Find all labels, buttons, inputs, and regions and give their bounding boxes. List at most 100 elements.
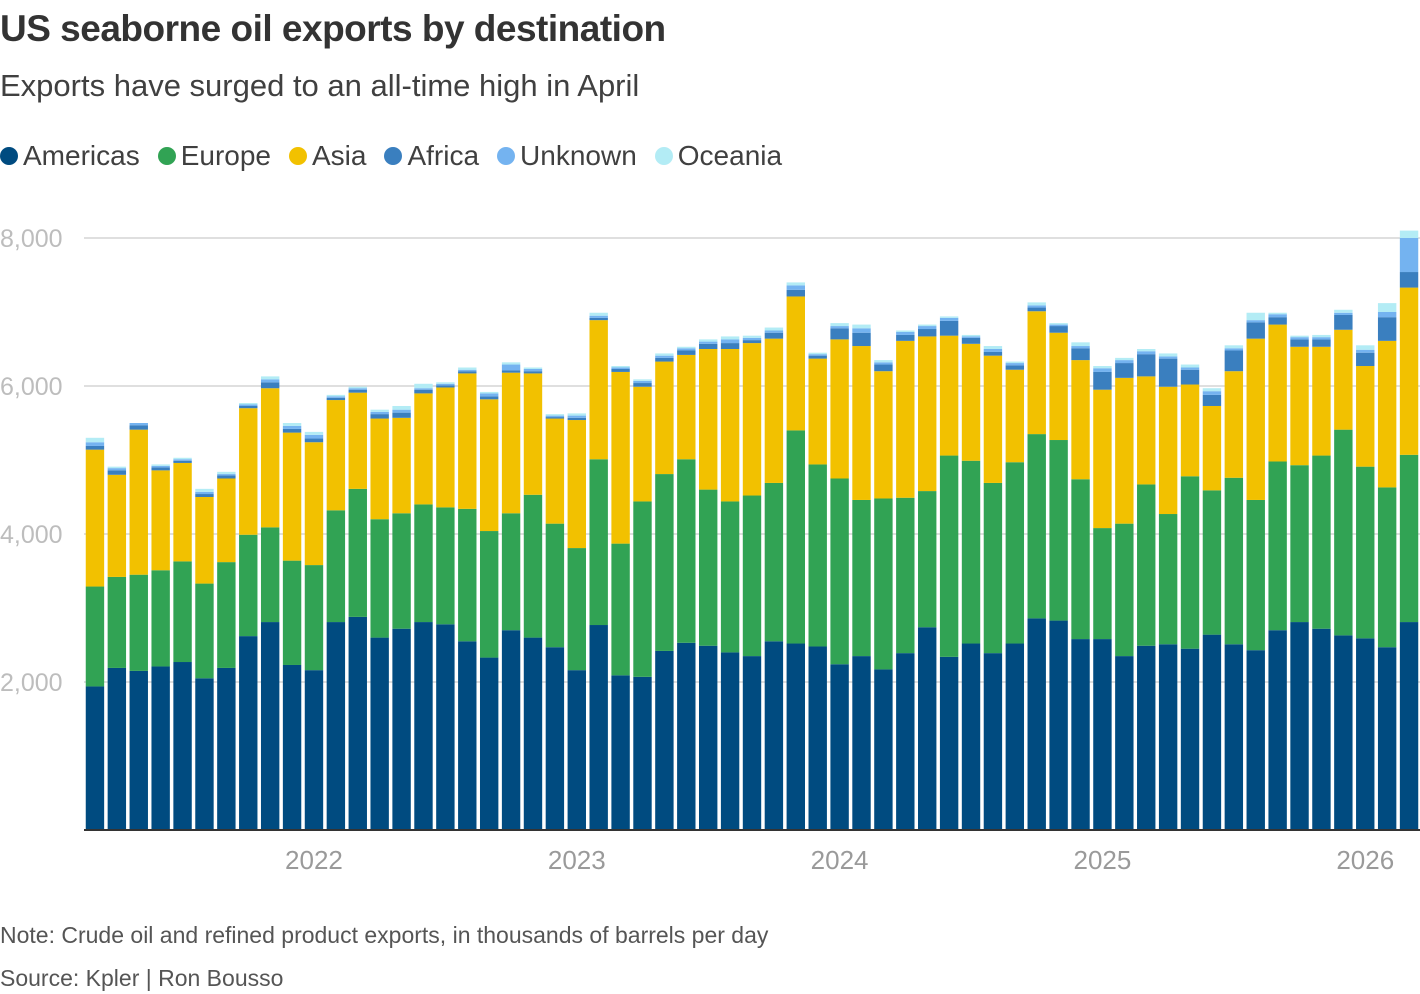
bar-segment-asia — [1246, 338, 1265, 500]
bar-segment-americas — [939, 656, 959, 830]
bar-segment-europe — [699, 489, 718, 646]
bar-segment-oceania — [348, 386, 367, 389]
legend: Americas Europe Asia Africa Unknown Oceania — [0, 140, 800, 172]
bar-segment-asia — [129, 429, 148, 575]
bar-segment-europe — [896, 497, 915, 654]
bar-segment-asia — [852, 346, 871, 500]
bar-segment-asia — [1180, 384, 1200, 477]
bar-segment-asia — [1224, 371, 1244, 478]
bar-segment-asia — [611, 371, 630, 544]
bar-segment-asia — [1093, 389, 1112, 529]
legend-item-asia: Asia — [289, 140, 366, 172]
legend-item-americas: Americas — [0, 140, 140, 172]
bar-segment-oceania — [1312, 334, 1331, 338]
legend-label: Unknown — [520, 140, 637, 171]
bar-segment-europe — [1246, 499, 1265, 651]
bar-segment-asia — [896, 340, 915, 498]
bar-segment-africa — [655, 357, 674, 362]
bar-segment-oceania — [1377, 303, 1397, 312]
bar-segment-oceania — [852, 324, 871, 329]
bar-segment-africa — [852, 332, 871, 347]
chart-source: Source: Kpler | Ron Bousso — [0, 965, 284, 991]
bar-segment-africa — [1180, 369, 1200, 385]
bar-segment-africa — [1290, 339, 1309, 347]
bar-segment-africa — [195, 494, 214, 497]
bar-segment-americas — [1093, 639, 1112, 830]
bar-segment-unknown — [129, 423, 148, 426]
bar-segment-europe — [589, 459, 608, 626]
bar-segment-africa — [939, 320, 959, 336]
bar-segment-asia — [874, 371, 893, 499]
bar-segment-americas — [1027, 618, 1046, 830]
bar-segment-asia — [567, 420, 586, 549]
bar-segment-unknown — [874, 362, 893, 365]
bar-segment-americas — [874, 669, 893, 830]
bar-segment-americas — [786, 643, 805, 830]
bar-segment-unknown — [1246, 320, 1265, 323]
bar-segment-unknown — [1290, 337, 1309, 340]
bar-segment-europe — [1071, 479, 1090, 640]
bar-segment-oceania — [918, 324, 937, 327]
bar-segment-asia — [545, 418, 565, 524]
bar-segment-europe — [1158, 514, 1178, 645]
bar-segment-asia — [239, 408, 258, 535]
bar-segment-europe — [326, 510, 346, 623]
bar-segment-asia — [1268, 324, 1287, 462]
bar-segment-asia — [1334, 329, 1353, 430]
legend-label: Asia — [312, 140, 367, 171]
bar-segment-europe — [107, 576, 127, 668]
bar-segment-oceania — [896, 330, 915, 332]
bar-segment-asia — [939, 335, 959, 456]
bar-segment-americas — [545, 647, 565, 830]
bar-segment-oceania — [677, 346, 696, 349]
bar-segment-africa — [436, 385, 455, 388]
bar-segment-americas — [1137, 645, 1156, 830]
bar-segment-oceania — [501, 362, 521, 365]
bar-segment-asia — [1202, 405, 1222, 491]
bar-segment-oceania — [1093, 366, 1112, 369]
bar-segment-africa — [479, 396, 499, 400]
bar-segment-asia — [107, 474, 127, 577]
bar-segment-africa — [173, 460, 192, 463]
chart-note: Note: Crude oil and refined product expo… — [0, 922, 769, 948]
bar-segment-unknown — [567, 415, 586, 418]
bar-segment-americas — [808, 646, 827, 830]
bar-segment-oceania — [874, 360, 893, 363]
bar-segment-unknown — [348, 388, 367, 390]
bar-segment-asia — [1027, 311, 1046, 435]
bar-segment-oceania — [1158, 353, 1178, 357]
legend-swatch — [157, 147, 176, 165]
bar-segment-oceania — [786, 282, 805, 286]
bar-segment-unknown — [85, 442, 105, 446]
bar-segment-americas — [501, 630, 521, 830]
bar-segment-europe — [370, 519, 389, 638]
bar-segment-asia — [85, 449, 105, 587]
bar-segment-oceania — [830, 323, 849, 327]
bar-segment-asia — [282, 432, 302, 561]
bar-segment-americas — [304, 670, 324, 830]
bar-segment-oceania — [1202, 388, 1222, 392]
bar-segment-europe — [786, 430, 805, 644]
bar-segment-africa — [1202, 394, 1222, 406]
bar-segment-africa — [217, 475, 236, 479]
bar-segment-europe — [304, 565, 324, 671]
bar-segment-oceania — [699, 339, 718, 342]
bar-segment-oceania — [479, 391, 499, 394]
bar-segment-asia — [414, 393, 433, 505]
y-tick-label: 4,000 — [0, 521, 63, 549]
legend-swatch — [0, 147, 18, 165]
bar-segment-americas — [633, 676, 652, 830]
bar-segment-americas — [107, 667, 127, 830]
bar-segment-unknown — [983, 349, 1003, 352]
bar-segment-asia — [589, 320, 608, 460]
bar-segment-africa — [611, 368, 630, 372]
bar-segment-europe — [173, 561, 192, 663]
bar-segment-americas — [370, 637, 389, 830]
bar-segment-unknown — [1334, 312, 1353, 315]
bar-segment-americas — [918, 627, 937, 830]
bar-segment-europe — [918, 491, 937, 628]
bar-segment-europe — [1202, 490, 1222, 635]
legend-swatch — [289, 147, 307, 165]
bar-segment-oceania — [633, 379, 652, 381]
bar-segment-asia — [1377, 340, 1397, 488]
